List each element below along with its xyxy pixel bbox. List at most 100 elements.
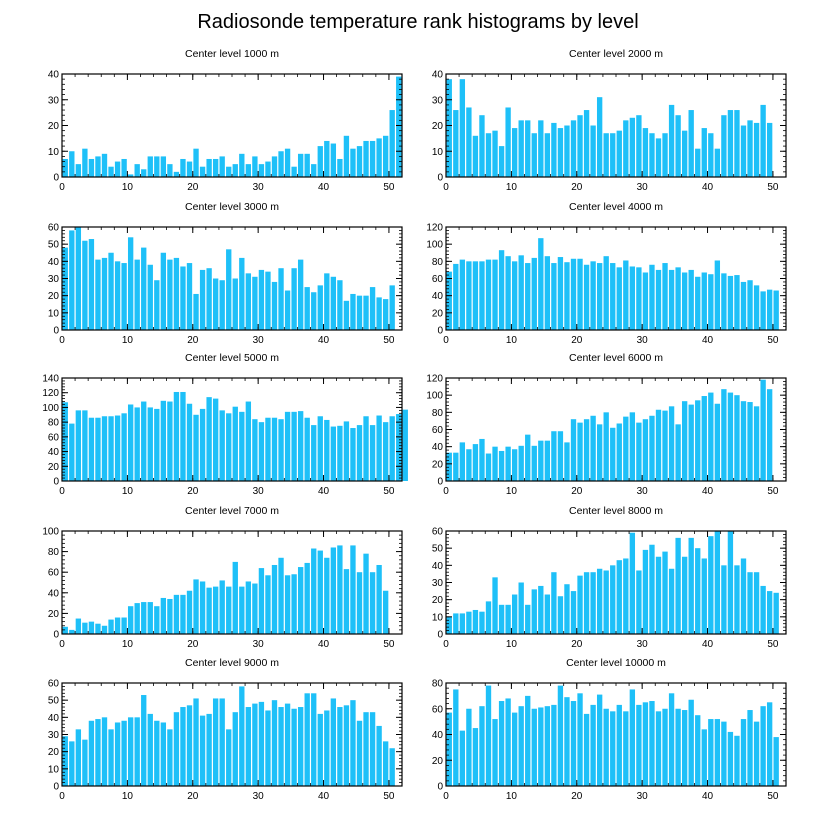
bar [121, 413, 127, 481]
bar [382, 422, 389, 481]
bar [180, 266, 186, 330]
bar [564, 125, 570, 177]
y-tick-label: 120 [42, 388, 59, 399]
figure-title: Radiosonde temperature rank histograms b… [197, 11, 638, 33]
bar [134, 717, 140, 786]
bar [173, 391, 180, 481]
x-tick-label: 50 [767, 335, 779, 346]
bar [740, 281, 747, 330]
bar [154, 720, 160, 786]
bar [278, 557, 284, 634]
bar [121, 263, 127, 330]
bar [193, 148, 199, 177]
bar [518, 706, 524, 786]
x-tick-label: 30 [253, 791, 265, 802]
bar [649, 701, 655, 786]
bar [544, 706, 551, 786]
bar [551, 263, 557, 330]
bar [343, 135, 350, 177]
x-tick-label: 20 [187, 791, 199, 802]
bar [75, 618, 82, 634]
bar [376, 564, 382, 634]
y-tick-label: 50 [48, 696, 60, 707]
bar [127, 717, 134, 786]
bar [760, 706, 766, 786]
bar [232, 712, 238, 786]
y-tick-label: 80 [432, 257, 444, 268]
y-tick-label: 10 [432, 612, 444, 623]
bar [525, 434, 531, 481]
bar [265, 161, 271, 177]
bar [636, 422, 642, 481]
bar [649, 264, 655, 330]
bar [453, 452, 459, 481]
bar [518, 120, 524, 177]
bar [472, 135, 479, 177]
panel-1: Center level 1000 m 0 10 20 30 40 50 0 10 20 30 40 [48, 48, 403, 193]
bar [324, 557, 330, 634]
bar [311, 693, 317, 786]
bar [297, 153, 304, 177]
bar [376, 415, 382, 481]
bar [747, 120, 753, 177]
bar [662, 263, 668, 330]
panel-8: Center level 8000 m 0 10 20 30 40 50 0 10 20 30 40 5… [432, 505, 787, 650]
bar [258, 422, 265, 481]
bar [681, 130, 688, 177]
y-tick-label: 10 [432, 147, 444, 158]
bar [343, 421, 350, 481]
bar [278, 268, 284, 330]
x-tick-label: 0 [59, 639, 65, 650]
bar [708, 536, 714, 634]
bar [173, 257, 180, 330]
bar [596, 694, 603, 786]
bar [479, 706, 485, 786]
y-tick-label: 40 [48, 70, 60, 81]
bar [75, 227, 82, 330]
bar [141, 401, 147, 481]
bar [212, 278, 219, 330]
bar [376, 725, 382, 786]
bar [485, 685, 492, 786]
x-tick-label: 30 [253, 182, 265, 193]
bar [121, 720, 127, 786]
bar [766, 389, 773, 481]
panel-title: Center level 3000 m [185, 201, 279, 213]
bar [610, 565, 616, 634]
y-tick-label: 60 [432, 704, 444, 715]
bar [466, 261, 472, 330]
bar [466, 708, 472, 786]
bar [479, 261, 485, 330]
bar [564, 697, 570, 786]
bar [583, 713, 590, 786]
bar [369, 425, 376, 481]
bar [538, 120, 544, 177]
bar [505, 698, 511, 786]
bar [154, 606, 160, 634]
panel-7: Center level 7000 m 0 10 20 30 40 50 0 20 40 60 80 1… [42, 505, 403, 650]
bar [544, 440, 551, 481]
bar [538, 585, 544, 634]
bar [219, 410, 225, 481]
bar [551, 122, 557, 177]
bar [193, 414, 199, 481]
y-tick-label: 40 [432, 730, 444, 741]
bar [69, 629, 75, 634]
bar [459, 442, 466, 482]
bar [154, 408, 160, 481]
bar [675, 267, 681, 330]
y-tick-label: 30 [432, 95, 444, 106]
bar [324, 273, 330, 330]
bar [199, 269, 206, 330]
bar [453, 110, 459, 177]
x-tick-label: 30 [637, 182, 649, 193]
y-tick-label: 20 [48, 747, 60, 758]
x-tick-label: 10 [122, 791, 134, 802]
bar [610, 263, 616, 330]
panel-title: Center level 7000 m [185, 505, 279, 517]
panel-title: Center level 2000 m [569, 48, 663, 60]
bar [721, 565, 727, 634]
bar [596, 568, 603, 634]
bar [583, 110, 590, 177]
bar [577, 575, 583, 634]
